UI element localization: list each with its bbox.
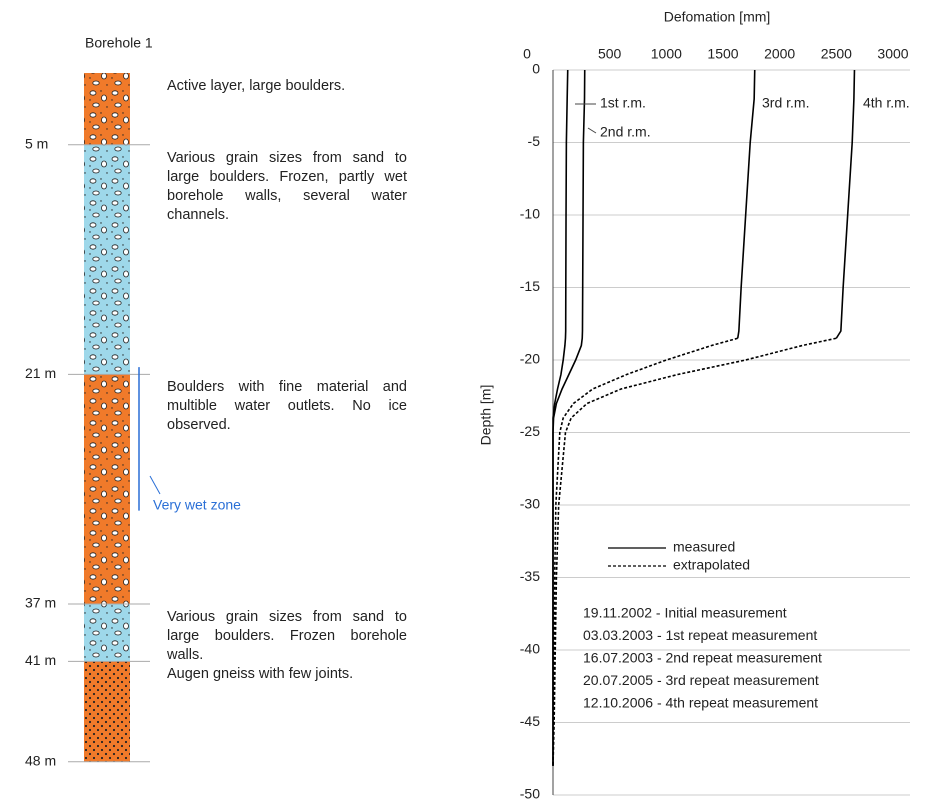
measured-line [553, 70, 568, 766]
layer-description: Various grain sizes from sand to large b… [167, 149, 407, 225]
wet-zone-label: Very wet zone [153, 497, 241, 513]
figure-canvas: Borehole 1 Defomation [mm] Depth [m] 5 m… [0, 0, 925, 804]
measured-line [836, 70, 854, 338]
legend-label: measured [673, 539, 735, 555]
legend-label: extrapolated [673, 557, 750, 573]
depth-label: 37 m [25, 595, 56, 611]
x-axis-title: Defomation [mm] [664, 9, 771, 25]
x-tick-label: 1000 [651, 46, 682, 62]
note: 16.07.2003 - 2nd repeat measurement [583, 650, 822, 666]
layer-pattern [84, 145, 130, 375]
y-axis-title: Depth [m] [478, 385, 494, 446]
measured-line [553, 70, 585, 766]
layer-pattern [84, 661, 130, 761]
x-tick-label: 1500 [707, 46, 738, 62]
y-tick-label: -30 [520, 496, 540, 512]
x-tick-label: 500 [598, 46, 622, 62]
x-tick-label: 2000 [764, 46, 795, 62]
y-tick-label: 0 [532, 61, 540, 77]
depth-label: 5 m [25, 135, 48, 151]
y-tick-label: -20 [520, 351, 540, 367]
depth-label: 48 m [25, 753, 56, 769]
series-label: 4th r.m. [863, 95, 910, 111]
y-tick-label: -40 [520, 641, 540, 657]
figure: Borehole 1 Defomation [mm] Depth [m] 5 m… [0, 0, 925, 804]
layer-description: Active layer, large boulders. [167, 77, 407, 96]
y-tick-label: -15 [520, 278, 540, 294]
note: 20.07.2005 - 3rd repeat measurement [583, 672, 819, 688]
depth-label: 41 m [25, 652, 56, 668]
layer-pattern [84, 73, 130, 145]
measured-line [738, 70, 755, 338]
note: 19.11.2002 - Initial measurement [583, 605, 787, 621]
y-tick-label: -35 [520, 568, 540, 584]
layer-pattern [84, 374, 130, 604]
y-tick-label: -10 [520, 206, 540, 222]
series-label: 2nd r.m. [600, 124, 651, 140]
note: 12.10.2006 - 4th repeat measurement [583, 695, 818, 711]
y-tick-label: -25 [520, 423, 540, 439]
y-tick-label: -50 [520, 786, 540, 802]
layer-description: Various grain sizes from sand to large b… [167, 608, 407, 665]
y-tick-label: -45 [520, 713, 540, 729]
note: 03.03.2003 - 1st repeat measurement [583, 627, 817, 643]
series-label: 1st r.m. [600, 95, 646, 111]
layer-description: Boulders with fine material and multible… [167, 378, 407, 435]
wet-zone-leader [150, 476, 160, 494]
depth-label: 21 m [25, 365, 56, 381]
layer-pattern [84, 604, 130, 661]
y-tick-label: -5 [528, 133, 541, 149]
x-tick-label: 3000 [877, 46, 908, 62]
layer-description: Augen gneiss with few joints. [167, 665, 407, 684]
label-leader [588, 128, 596, 133]
borehole-title: Borehole 1 [85, 35, 153, 51]
series-label: 3rd r.m. [762, 95, 809, 111]
x-tick-label: 0 [523, 46, 531, 62]
x-tick-label: 2500 [821, 46, 852, 62]
